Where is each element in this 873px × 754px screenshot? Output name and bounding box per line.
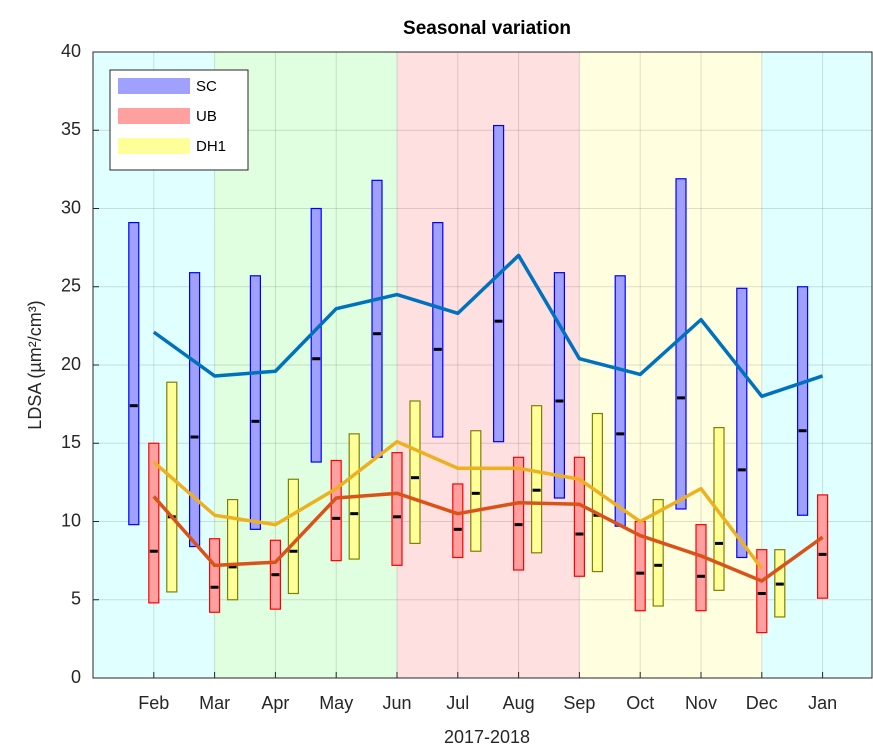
range-box [493,124,505,443]
x-tick-label: May [319,693,353,713]
y-tick-label: 0 [71,667,81,687]
x-tick-label: Nov [685,693,717,713]
x-tick-label: Aug [503,693,535,713]
y-axis-label: LDSA (µm²/cm³) [25,300,45,429]
range-box [148,442,160,604]
season-band [397,52,580,678]
range-box [652,498,664,607]
legend-label: UB [196,108,217,125]
y-tick-label: 40 [61,41,81,61]
range-box [287,478,299,595]
mean-line [152,439,764,570]
x-tick-label: Feb [138,693,169,713]
y-tick-label: 30 [61,197,81,217]
legend: SC UB DH1 [109,69,249,171]
range-box [816,494,829,599]
x-axis-label: 2017-2018 [444,727,530,747]
range-box [713,427,725,591]
x-tick-label: Jul [446,693,469,713]
range-box [249,275,261,530]
x-tick-label: Oct [626,693,654,713]
x-tick-label: Dec [746,693,778,713]
legend-swatch [118,108,190,124]
legend-swatch [118,138,190,154]
y-tick-label: 20 [61,354,81,374]
range-box [391,452,403,566]
x-tick-label: Jan [808,693,837,713]
legend-swatch [118,78,190,94]
y-tick-label: 25 [61,276,81,296]
mean-line [152,253,824,399]
legend-label: DH1 [196,138,226,155]
range-box [553,272,566,499]
range-box [371,179,383,458]
range-box [452,483,464,559]
x-tick-label: Mar [199,693,230,713]
range-box [796,286,809,516]
range-box [573,456,586,577]
range-box [512,456,525,571]
range-box [736,287,748,559]
range-box [470,430,482,552]
x-tick-label: Apr [261,693,289,713]
x-tick-label: Sep [563,693,595,713]
range-box [695,524,707,612]
y-tick-label: 10 [61,510,81,530]
y-tick-label: 15 [61,432,81,452]
range-box [330,459,342,562]
legend-label: SC [196,78,217,95]
mean-line [152,491,824,583]
range-box [756,549,768,634]
range-box [530,405,543,554]
y-tick-label: 5 [71,589,81,609]
range-box [432,221,444,438]
range-box [128,221,140,526]
plot-frame [92,51,873,679]
y-tick-label: 35 [61,119,81,139]
range-box [675,178,687,510]
range-box [209,538,221,613]
range-box [614,275,626,527]
chart-title: Seasonal variation [403,18,571,39]
range-box [227,498,239,601]
range-box [166,381,178,593]
range-box [189,272,201,548]
x-tick-label: Jun [382,693,411,713]
range-box [409,400,421,545]
